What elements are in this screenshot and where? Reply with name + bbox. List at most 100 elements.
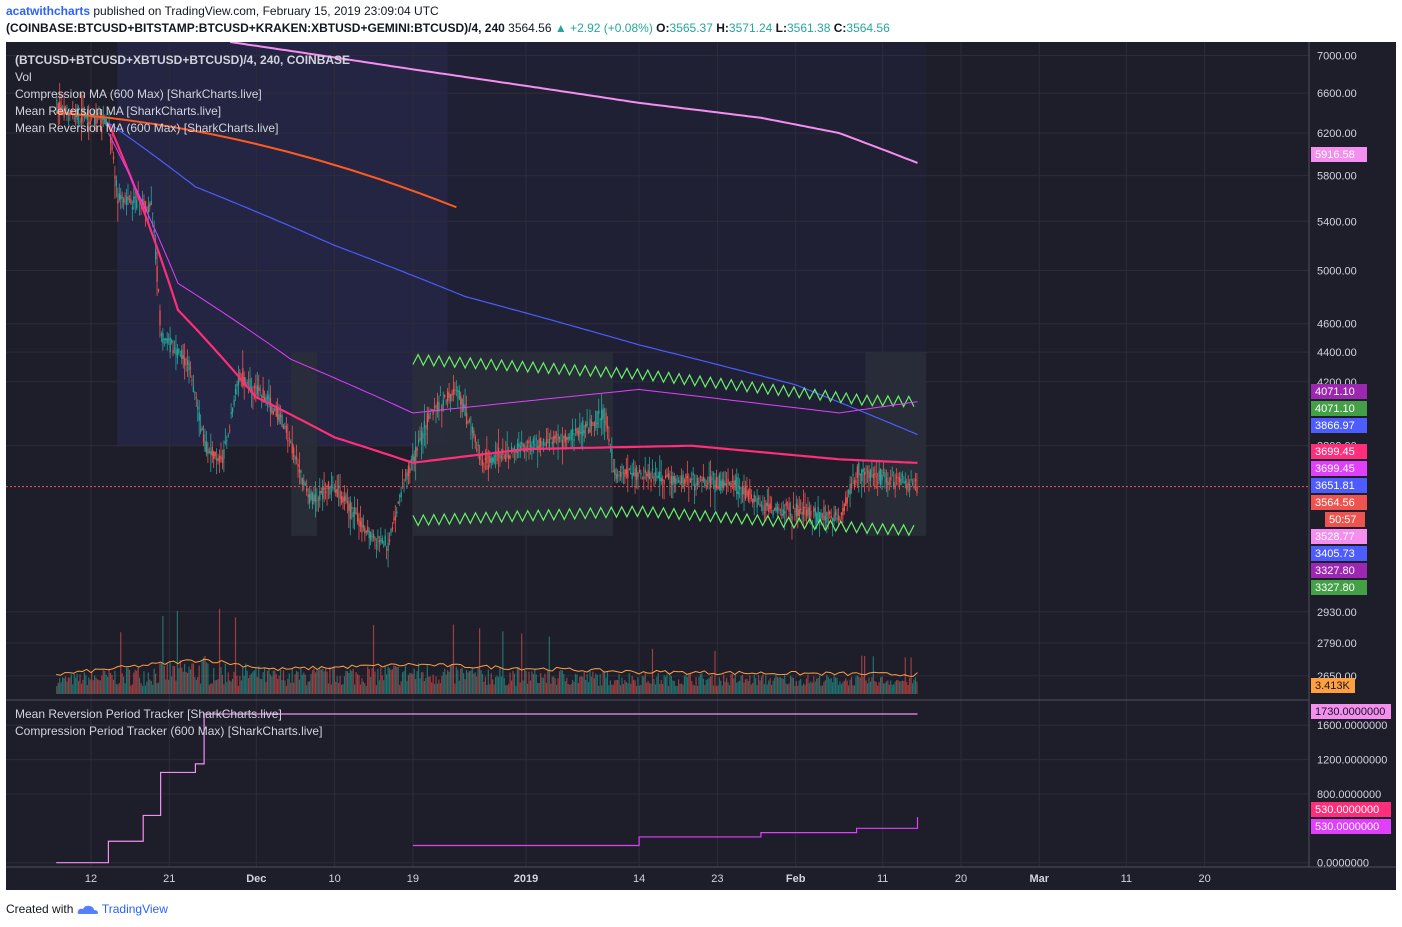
- shade-zone: [412, 352, 613, 536]
- price-label-badge: [1311, 384, 1367, 399]
- candle-body: [309, 493, 311, 504]
- volume-bar: [211, 683, 213, 694]
- candle-body: [619, 471, 622, 478]
- candle-body: [223, 449, 225, 459]
- volume-bar: [494, 677, 497, 694]
- volume-bar: [80, 683, 83, 694]
- legend-mean-reversion-ma-600[interactable]: Mean Reversion MA (600 Max) [SharkCharts…: [15, 121, 279, 135]
- candle-body: [73, 117, 75, 119]
- legend-compression-ma[interactable]: Compression MA (600 Max) [SharkCharts.li…: [15, 87, 262, 101]
- price-tick-label: 2790.00: [1317, 638, 1357, 650]
- volume-bar: [371, 668, 373, 694]
- volume-bar: [760, 676, 763, 694]
- open-label: O:: [656, 21, 670, 35]
- volume-bar: [207, 663, 209, 694]
- volume-bar: [194, 676, 196, 694]
- volume-bar: [731, 674, 733, 694]
- volume-bar: [573, 681, 575, 694]
- candle-body: [448, 392, 450, 398]
- volume-bar: [768, 680, 770, 694]
- candle-body: [481, 459, 484, 465]
- author-link[interactable]: acatwithcharts: [6, 4, 91, 18]
- volume-bar: [635, 685, 638, 694]
- candle-body: [784, 511, 786, 514]
- candle-body: [637, 472, 639, 478]
- candle-body: [179, 354, 181, 356]
- legend-vol[interactable]: Vol: [15, 70, 32, 84]
- candle-body: [914, 479, 917, 482]
- candle-body: [467, 421, 469, 423]
- candle-body: [197, 406, 199, 410]
- candle-body: [898, 477, 901, 483]
- volume-bar: [518, 667, 520, 694]
- candle-body: [128, 199, 131, 201]
- volume-bar: [422, 672, 424, 694]
- tradingview-link[interactable]: TradingView: [101, 902, 168, 916]
- volume-bar: [885, 681, 888, 694]
- candle-body: [850, 483, 853, 489]
- volume-bar: [401, 672, 404, 694]
- candle-body: [829, 511, 831, 515]
- candle-body: [855, 480, 857, 483]
- volume-bar: [585, 680, 587, 694]
- volume-bar: [850, 676, 853, 694]
- candle-body: [144, 201, 147, 214]
- volume-bar: [425, 678, 427, 694]
- candle-body: [752, 498, 754, 504]
- volume-bar: [571, 679, 574, 694]
- volume-bar: [330, 684, 332, 694]
- volume-bar: [728, 684, 731, 694]
- candle-body: [817, 506, 819, 523]
- volume-bar: [574, 673, 577, 694]
- volume-bar: [253, 670, 255, 694]
- volume-bar: [890, 680, 892, 694]
- legend-period-tracker[interactable]: Mean Reversion Period Tracker [SharkChar…: [15, 707, 282, 721]
- volume-bar: [256, 676, 258, 694]
- volume-bar: [114, 670, 116, 694]
- price-label-badge: [1311, 563, 1367, 578]
- volume-bar: [676, 685, 678, 694]
- volume-bar: [93, 675, 96, 694]
- candle-body: [566, 437, 568, 441]
- candle-body: [493, 454, 495, 464]
- volume-bar: [704, 685, 706, 694]
- candle-body: [508, 454, 510, 460]
- volume-bar: [699, 674, 702, 694]
- candle-body: [367, 526, 369, 532]
- tracker-label-text: 530.0000000: [1315, 804, 1379, 816]
- candle-body: [717, 485, 719, 490]
- candle-body: [824, 516, 827, 521]
- volume-bar: [476, 676, 478, 694]
- volume-bar: [125, 667, 128, 694]
- candle-body: [715, 477, 718, 488]
- candle-body: [368, 530, 370, 539]
- candle-body: [473, 430, 475, 436]
- chart-canvas[interactable]: 7000.00 6600.00 6200.00 5800.00 5400.00 5000.…: [6, 42, 1396, 890]
- candle-body: [210, 451, 212, 455]
- candle-body: [168, 338, 170, 340]
- volume-bar: [338, 683, 340, 694]
- legend-compression-tracker[interactable]: Compression Period Tracker (600 Max) [Sh…: [15, 724, 323, 738]
- volume-bar: [775, 674, 777, 694]
- volume-bar: [723, 674, 725, 694]
- candle-body: [893, 481, 895, 487]
- volume-bar: [250, 673, 253, 694]
- volume-bar: [358, 675, 360, 694]
- volume-bar: [906, 681, 908, 694]
- volume-bar: [420, 672, 423, 694]
- candle-body: [422, 433, 424, 439]
- candle-body: [359, 521, 362, 527]
- volume-bar: [66, 681, 68, 694]
- candle-body: [433, 406, 436, 408]
- legend-mean-reversion-ma[interactable]: Mean Reversion MA [SharkCharts.live]: [15, 104, 222, 118]
- legend-symbol[interactable]: (BTCUSD+BTCUSD+XBTUSD+BTCUSD)/4, 240, CO…: [15, 53, 351, 67]
- time-tick-label: 21: [163, 873, 175, 885]
- candle-body: [486, 451, 488, 464]
- volume-bar: [897, 679, 899, 694]
- candle-body: [872, 474, 875, 479]
- candle-body: [823, 506, 825, 521]
- volume-bar: [673, 681, 675, 694]
- volume-bar: [521, 633, 523, 694]
- candle-body: [573, 438, 575, 441]
- candle-body: [765, 503, 767, 512]
